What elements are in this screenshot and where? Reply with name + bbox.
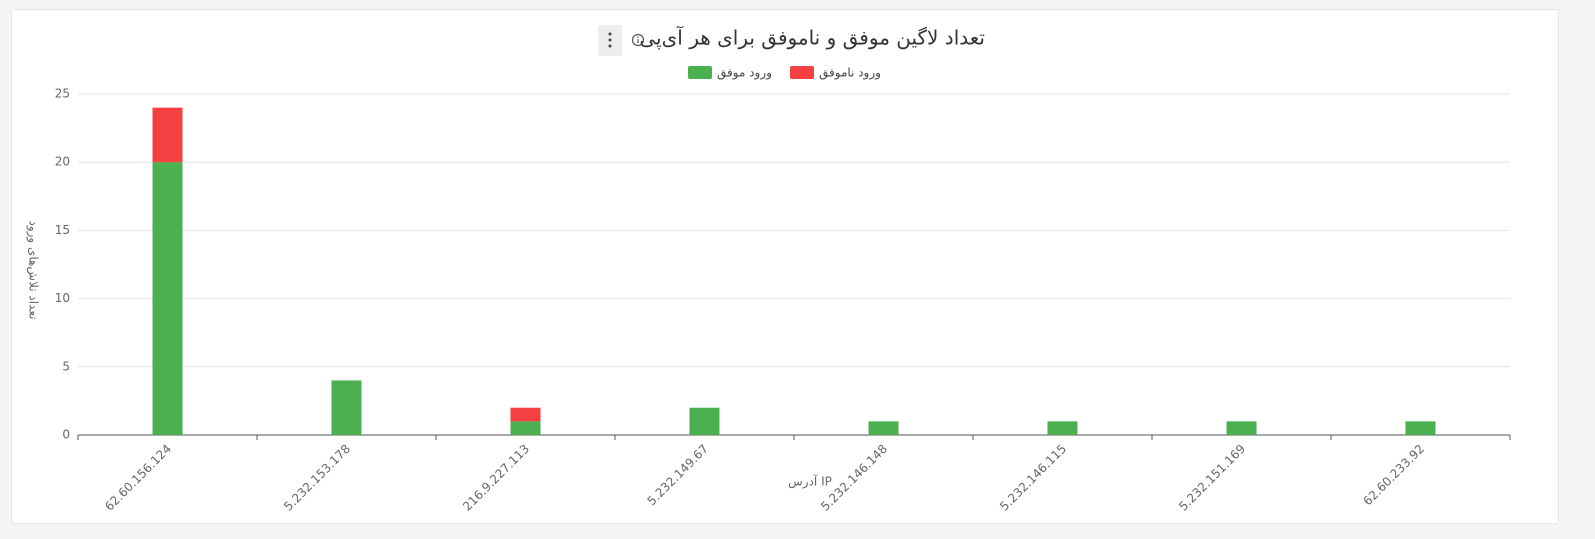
chart-title: تعداد لاگین موفق و ناموفق برای هر آی‌پی [639, 25, 985, 51]
bar-segment [868, 421, 899, 435]
y-tick-label: 25 [55, 87, 70, 101]
y-tick-label: 10 [55, 291, 70, 305]
bar-segment [331, 380, 362, 435]
x-tick-label: 62.60.233.92 [1361, 442, 1428, 509]
y-tick-label: 20 [55, 155, 70, 169]
legend-label: ورود موفق [717, 66, 772, 81]
legend-swatch [790, 66, 814, 79]
bar-segment [1405, 421, 1436, 435]
chart-card [11, 9, 1559, 524]
y-tick-label: 5 [62, 359, 70, 373]
bar-segment [152, 107, 183, 163]
menu-dot [608, 32, 612, 36]
x-tick-label: 5.232.146.115 [997, 442, 1069, 514]
x-tick-label: 5.232.151.169 [1176, 442, 1248, 514]
x-axis-title: آدرس IP [788, 474, 832, 490]
bar-segment [510, 421, 541, 435]
menu-dot [608, 38, 612, 42]
x-tick-label: 5.232.149.67 [645, 442, 712, 509]
y-axis-title: تعداد تلاش‌های ورود [26, 221, 41, 320]
bar-segment [510, 407, 541, 422]
bar-segment [152, 162, 183, 435]
legend-label: ورود ناموفق [819, 66, 881, 81]
bar-segment [689, 407, 720, 435]
info-icon-dot [637, 36, 639, 38]
info-icon[interactable] [631, 33, 645, 47]
menu-dot [608, 44, 612, 48]
x-tick-label: 216.9.227.113 [460, 442, 532, 514]
bar-segment [1226, 421, 1257, 435]
bar-segment [1047, 421, 1078, 435]
legend-swatch [688, 66, 712, 79]
x-tick-label: 62.60.156.124 [102, 442, 174, 514]
x-tick-label: 5.232.153.178 [281, 442, 353, 514]
y-tick-label: 15 [55, 223, 70, 237]
y-tick-label: 0 [62, 428, 70, 442]
